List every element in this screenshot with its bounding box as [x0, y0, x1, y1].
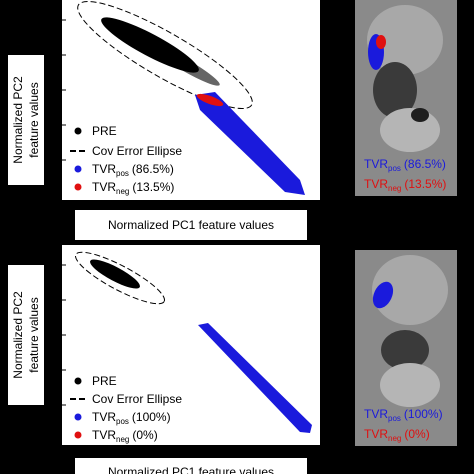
- legend-marker: [74, 431, 82, 439]
- bottom-panel: Normalized PC2 feature values PRE Cov Er…: [8, 245, 457, 474]
- legend: PRE Cov Error Ellipse TVRpos (100%) TVRne…: [70, 374, 182, 444]
- text-part: TVR: [92, 428, 116, 442]
- legend-marker: [74, 377, 82, 385]
- image-legend: TVRpos (86.5%): [364, 157, 446, 173]
- x-label-box: [75, 210, 307, 240]
- legend-marker: [74, 413, 82, 421]
- x-label-box: [75, 458, 307, 474]
- y-label: feature values: [27, 297, 41, 372]
- text-part: (0%): [132, 428, 157, 442]
- legend-text: Cov Error Ellipse: [92, 392, 182, 406]
- text-part: pos: [388, 414, 401, 423]
- photo-shape: [372, 255, 448, 325]
- neg-cloud: [196, 93, 224, 107]
- y-label-box: [8, 55, 44, 185]
- text-part: neg: [116, 187, 129, 196]
- legend-text: TVRpos (86.5%): [92, 162, 174, 178]
- image: TVRpos (86.5%) TVRneg (13.5%): [355, 0, 457, 196]
- x-label: Normalized PC1 feature values: [108, 218, 274, 232]
- cov-ellipse: [74, 251, 166, 305]
- text-part: TVR: [92, 162, 116, 176]
- text-part: pos: [388, 164, 401, 173]
- text-part: (86.5%): [404, 157, 446, 171]
- legend: PRE Cov Error Ellipse TVRpos (86.5%) TVRn…: [70, 124, 182, 196]
- pos-cloud: [195, 92, 305, 195]
- pre-cloud: [90, 259, 140, 289]
- neg-region: [376, 35, 386, 49]
- pos-region: [372, 281, 394, 309]
- legend-marker: [74, 127, 82, 135]
- image-legend: TVRpos (100%): [364, 407, 443, 423]
- legend-text: TVRpos (100%): [92, 410, 171, 426]
- y-label: Normalized PC2: [11, 291, 25, 379]
- photo-shape: [380, 108, 440, 152]
- photo-shape: [367, 5, 443, 75]
- text-part: (100%): [132, 410, 171, 424]
- legend-marker: [74, 165, 82, 173]
- text-part: pos: [116, 417, 129, 426]
- tick-marks: [62, 264, 66, 406]
- tick-marks: [62, 19, 66, 161]
- text-part: neg: [388, 434, 401, 443]
- x-label: Normalized PC1 feature values: [108, 465, 274, 474]
- y-label: feature values: [27, 82, 41, 157]
- text-part: TVR: [92, 410, 116, 424]
- text-part: TVR: [364, 157, 388, 171]
- image-legend: TVRneg (0%): [364, 427, 430, 443]
- text-part: (0%): [404, 427, 429, 441]
- plot-area: [62, 245, 320, 445]
- legend-text: PRE: [92, 374, 117, 388]
- text-part: TVR: [92, 180, 116, 194]
- image-legend: TVRneg (13.5%): [364, 177, 446, 193]
- text-part: TVR: [364, 427, 388, 441]
- photo-shape: [411, 108, 429, 122]
- y-label-box: [8, 265, 44, 405]
- text-part: neg: [116, 435, 129, 444]
- text-part: TVR: [364, 407, 388, 421]
- cov-ellipse: [77, 0, 253, 110]
- photo-shape: [380, 363, 440, 407]
- legend-text: TVRneg (0%): [92, 428, 158, 444]
- text-part: neg: [388, 184, 401, 193]
- y-label: Normalized PC2: [11, 76, 25, 164]
- photo-shape: [373, 62, 417, 118]
- text-part: TVR: [364, 177, 388, 191]
- top-panel: Normalized PC2 feature values PRE Cov Er…: [8, 0, 457, 240]
- text-part: (13.5%): [404, 177, 446, 191]
- legend-text: PRE: [92, 124, 117, 138]
- photo-shape: [381, 330, 429, 370]
- legend-marker: [74, 183, 82, 191]
- pos-cloud: [198, 323, 312, 433]
- legend-text: TVRneg (13.5%): [92, 180, 174, 196]
- legend-text: Cov Error Ellipse: [92, 144, 182, 158]
- text-part: pos: [116, 169, 129, 178]
- pre-cloud: [150, 44, 220, 86]
- text-part: (100%): [404, 407, 443, 421]
- text-part: (13.5%): [132, 180, 174, 194]
- text-part: (86.5%): [132, 162, 174, 176]
- image: TVRpos (100%) TVRneg (0%): [355, 250, 457, 446]
